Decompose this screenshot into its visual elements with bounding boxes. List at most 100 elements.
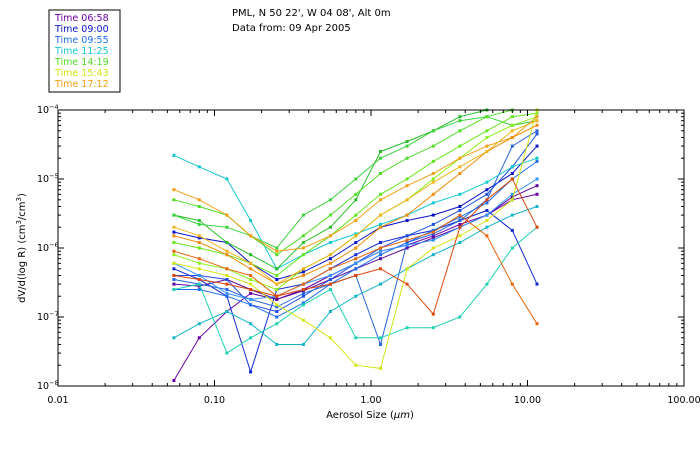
series-6-point-5 bbox=[275, 315, 279, 319]
series-3-point-11 bbox=[431, 213, 435, 217]
series-12-point-6 bbox=[301, 241, 305, 244]
series-21-point-15 bbox=[535, 225, 539, 229]
chart-title-line-1: PML, N 50 22', W 04 08', Alt 0m bbox=[232, 8, 391, 19]
series-4-point-13 bbox=[485, 209, 489, 212]
series-22-point-8 bbox=[354, 234, 358, 238]
series-5-point-3 bbox=[225, 278, 229, 281]
series-9-point-13 bbox=[485, 180, 489, 184]
series-10-point-7 bbox=[328, 310, 332, 313]
chart-title-line-2: Data from: 09 Apr 2005 bbox=[232, 23, 351, 34]
series-10-point-6 bbox=[301, 343, 305, 346]
series-21-point-14 bbox=[510, 177, 514, 181]
series-1-point-2 bbox=[197, 336, 201, 340]
series-12-point-10 bbox=[405, 140, 409, 143]
series-line-17 bbox=[173, 109, 538, 369]
series-11-point-12 bbox=[458, 315, 462, 319]
series-16-point-13 bbox=[485, 136, 489, 139]
series-4-point-8 bbox=[354, 253, 358, 257]
series-9-point-11 bbox=[431, 201, 435, 205]
series-14-point-9 bbox=[379, 172, 382, 175]
series-3-point-6 bbox=[301, 270, 305, 274]
series-16-point-1 bbox=[172, 253, 176, 257]
series-11-point-1 bbox=[172, 288, 176, 291]
y-tick-label-5: 10−4 bbox=[37, 103, 59, 116]
series-18-point-13 bbox=[485, 144, 489, 148]
series-9-point-3 bbox=[225, 177, 229, 181]
series-8-point-2 bbox=[197, 274, 201, 277]
series-14-point-7 bbox=[328, 213, 332, 217]
series-2-point-15 bbox=[535, 184, 539, 188]
series-7-point-6 bbox=[301, 291, 305, 295]
series-10-point-15 bbox=[535, 205, 539, 208]
series-19-point-14 bbox=[510, 136, 514, 139]
series-15-point-2 bbox=[197, 246, 201, 250]
series-21-point-6 bbox=[301, 288, 305, 291]
series-20-point-9 bbox=[379, 246, 382, 250]
series-18-point-12 bbox=[458, 156, 462, 160]
series-9-point-4 bbox=[249, 219, 253, 222]
series-2-point-5 bbox=[275, 297, 279, 301]
series-21-point-12 bbox=[458, 225, 462, 229]
series-3-point-10 bbox=[405, 219, 409, 222]
series-19-point-15 bbox=[535, 123, 539, 127]
series-4-point-9 bbox=[379, 241, 382, 244]
series-10-point-8 bbox=[354, 294, 358, 298]
series-21-point-9 bbox=[379, 267, 382, 271]
series-1-point-12 bbox=[458, 222, 462, 226]
series-3-point-13 bbox=[485, 188, 489, 192]
series-12-point-9 bbox=[379, 150, 382, 153]
legend-entry-2: Time 09:00 bbox=[54, 24, 109, 35]
series-5-point-13 bbox=[485, 192, 489, 196]
y-axis-label: dV/d(log R) (cm3/cm3) bbox=[15, 193, 28, 303]
series-14-point-11 bbox=[431, 144, 435, 148]
y-axis: 10−8 10−7 10−6 10−5 10−4 bbox=[37, 103, 684, 392]
series-17-point-14 bbox=[510, 198, 514, 202]
series-22-point-3 bbox=[225, 249, 229, 253]
series-11-point-3 bbox=[225, 351, 229, 355]
series-3-point-2 bbox=[197, 236, 201, 240]
series-10-point-12 bbox=[458, 241, 462, 244]
series-6-point-3 bbox=[225, 294, 229, 298]
series-21-point-7 bbox=[328, 282, 332, 286]
series-20-point-8 bbox=[354, 257, 358, 261]
series-11-point-14 bbox=[510, 246, 514, 250]
series-17-point-1 bbox=[172, 261, 176, 265]
series-14-point-2 bbox=[197, 205, 201, 208]
series-2-point-10 bbox=[405, 246, 409, 250]
series-8-point-10 bbox=[405, 243, 409, 247]
series-14-point-13 bbox=[485, 115, 489, 119]
series-11-point-4 bbox=[249, 336, 253, 340]
series-15-point-1 bbox=[172, 241, 176, 244]
series-10-point-5 bbox=[275, 343, 279, 346]
series-22-point-13 bbox=[485, 150, 489, 153]
y-tick-label-3: 10−6 bbox=[37, 241, 59, 254]
series-19-point-9 bbox=[379, 225, 382, 229]
series-6-point-13 bbox=[485, 201, 489, 205]
series-13-point-5 bbox=[275, 246, 279, 250]
series-8-point-14 bbox=[510, 192, 514, 196]
series-22-point-6 bbox=[301, 267, 305, 271]
series-10-point-4 bbox=[249, 322, 253, 326]
series-11-point-5 bbox=[275, 322, 279, 326]
series-22-point-9 bbox=[379, 213, 382, 217]
series-19-point-1 bbox=[172, 234, 176, 238]
series-8-point-4 bbox=[249, 297, 253, 301]
series-12-point-2 bbox=[197, 219, 201, 222]
series-6-point-8 bbox=[354, 267, 358, 271]
series-11-point-11 bbox=[431, 326, 435, 330]
series-7-point-10 bbox=[405, 241, 409, 244]
series-18-point-1 bbox=[172, 188, 176, 192]
series-16-point-14 bbox=[510, 123, 514, 127]
series-14-point-12 bbox=[458, 129, 462, 133]
series-9-point-15 bbox=[535, 156, 539, 160]
series-11-point-6 bbox=[301, 303, 305, 307]
series-3-point-7 bbox=[328, 257, 332, 261]
series-4-point-4 bbox=[249, 370, 253, 374]
x-axis-label: Aerosol Size (μm) bbox=[326, 410, 414, 421]
x-axis: 0.01 0.10 1.00 10.00 100.00 bbox=[47, 110, 700, 406]
x-tick-label-5: 100.00 bbox=[667, 395, 700, 406]
series-15-point-15 bbox=[535, 111, 539, 115]
series-22-point-7 bbox=[328, 253, 332, 257]
